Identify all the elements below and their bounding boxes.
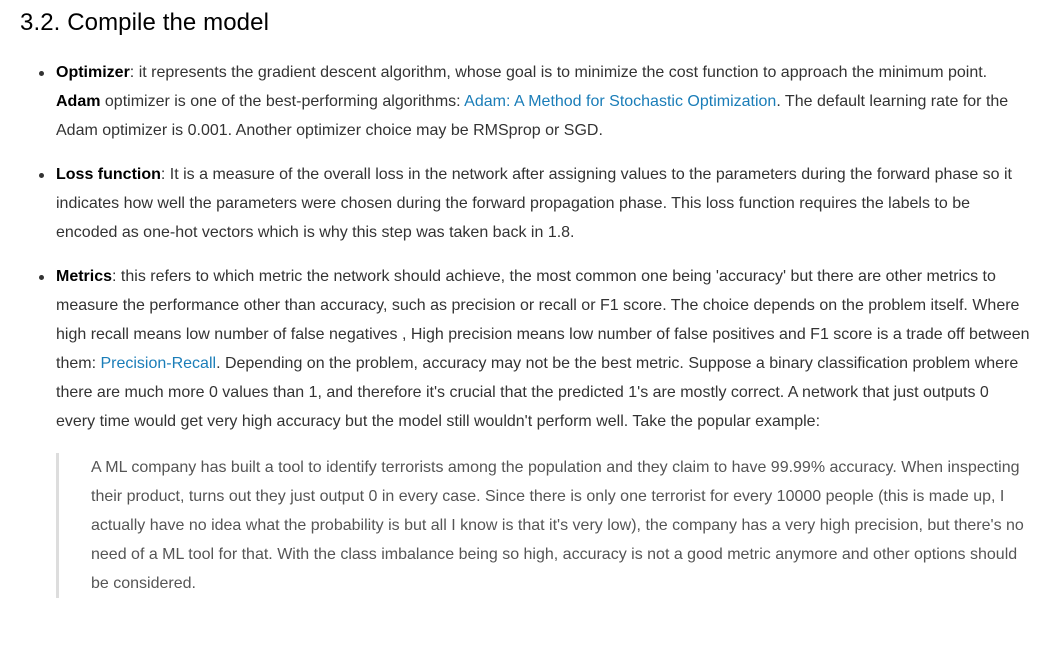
metrics-text-1: : this refers to which metric the networ… [56,268,1030,372]
bullet-list: Optimizer: it represents the gradient de… [20,58,1031,598]
precision-recall-link[interactable]: Precision-Recall [100,355,217,372]
list-item-loss-function: Loss function: It is a measure of the ov… [39,160,1031,247]
optimizer-text-3: . The default learning rate for the Adam… [56,93,1009,139]
section-heading: 3.2. Compile the model [20,9,269,36]
list-item-metrics: Metrics: this refers to which metric the… [39,262,1031,598]
term-loss-function: Loss function [56,166,161,183]
metrics-text-2: . Depending on the problem, accuracy may… [56,355,1019,430]
term-metrics: Metrics [56,268,113,285]
term-adam: Adam [56,93,101,110]
loss-function-text: : It is a measure of the overall loss in… [56,166,1012,241]
term-optimizer: Optimizer [56,64,130,81]
list-item-optimizer: Optimizer: it represents the gradient de… [39,58,1031,145]
optimizer-text-2: optimizer is one of the best-performing … [100,93,465,110]
example-blockquote: A ML company has built a tool to identif… [56,453,1031,598]
optimizer-text-1: : it represents the gradient descent alg… [129,64,988,81]
adam-paper-link[interactable]: Adam: A Method for Stochastic Optimizati… [464,93,777,110]
